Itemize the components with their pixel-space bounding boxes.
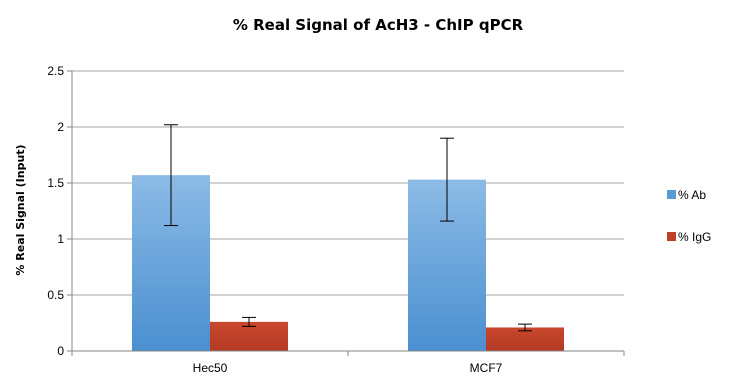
legend-swatch [667,190,676,199]
axes [71,71,625,356]
legend-item: % Ab [667,188,706,202]
y-tick-label: 1 [57,232,64,246]
y-tick-label: 1.5 [47,176,64,190]
y-tick-label: 0.5 [47,288,64,302]
y-tick-label: 0 [57,344,64,358]
legend-swatch [667,232,676,241]
y-tick-labels: 0 0.5 1 1.5 2 2.5 [47,64,64,358]
y-tick-label: 2.5 [47,64,64,78]
x-tick-labels: Hec50 MCF7 [193,361,503,375]
legend: % Ab % IgG [667,188,711,244]
bar [486,327,564,351]
error-bar [242,316,256,327]
error-bar [164,124,178,227]
error-bar [518,323,532,332]
legend-label: % Ab [678,188,706,202]
error-bar [440,137,454,222]
y-tick-label: 2 [57,120,64,134]
y-axis-label: % Real Signal (Input) [14,144,27,275]
x-tick-label: MCF7 [470,361,503,375]
bars [132,175,564,351]
chart-title: % Real Signal of AcH3 - ChIP qPCR [233,16,524,34]
legend-label: % IgG [678,230,711,244]
legend-item: % IgG [667,230,711,244]
error-bars [164,124,532,332]
x-tick-label: Hec50 [193,361,228,375]
